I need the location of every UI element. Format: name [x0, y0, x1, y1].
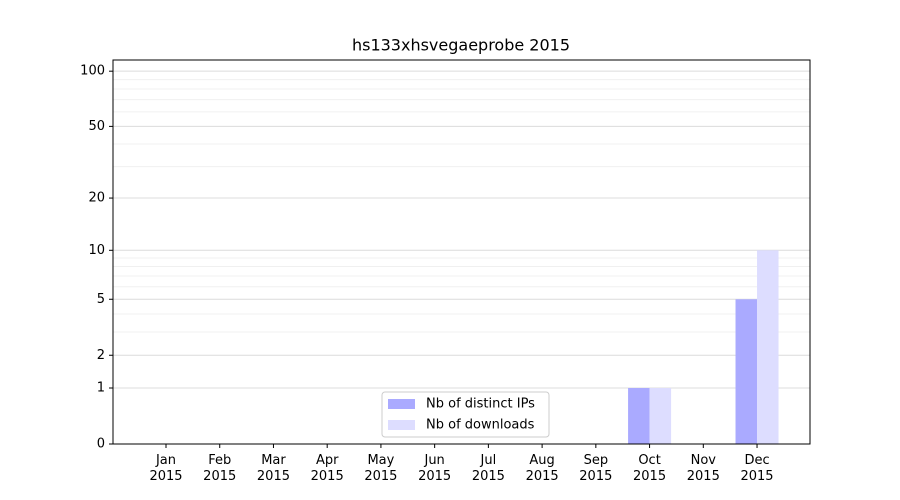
x-tick-label: Jul 2015 [471, 453, 505, 484]
x-tick-label: Feb 2015 [203, 453, 237, 484]
y-tick-label: 2 [97, 348, 105, 363]
x-tick-label: Jun 2015 [418, 453, 452, 484]
plot-frame [112, 59, 811, 445]
y-tick-label: 20 [88, 191, 105, 206]
x-tick-label: Sep 2015 [579, 453, 613, 484]
y-tick-label: 1 [97, 381, 105, 396]
bar [735, 299, 758, 444]
x-tick-label: Mar 2015 [256, 453, 290, 484]
y-tick-label: 5 [97, 292, 105, 307]
y-tick-label: 10 [88, 243, 105, 258]
x-tick-label: Dec 2015 [740, 453, 774, 484]
x-tick-label: May 2015 [364, 453, 398, 484]
x-tick-label: Nov 2015 [686, 453, 720, 484]
legend-label: Nb of downloads [426, 418, 535, 433]
bar [649, 388, 672, 444]
x-tick-label: Aug 2015 [525, 453, 559, 484]
bar [757, 250, 779, 444]
y-tick-label: 50 [88, 119, 105, 134]
x-tick-label: Jan 2015 [149, 453, 183, 484]
chart-title: hs133xhsvegaeprobe 2015 [352, 36, 570, 55]
y-tick-label: 100 [80, 64, 105, 79]
y-tick-label: 0 [97, 437, 105, 452]
legend-swatch [388, 420, 415, 430]
legend [381, 391, 550, 438]
legend-label: Nb of distinct IPs [426, 397, 535, 412]
x-tick-label: Oct 2015 [633, 453, 667, 484]
x-tick-label: Apr 2015 [310, 453, 344, 484]
legend-swatch [388, 399, 415, 409]
bar [628, 388, 650, 444]
